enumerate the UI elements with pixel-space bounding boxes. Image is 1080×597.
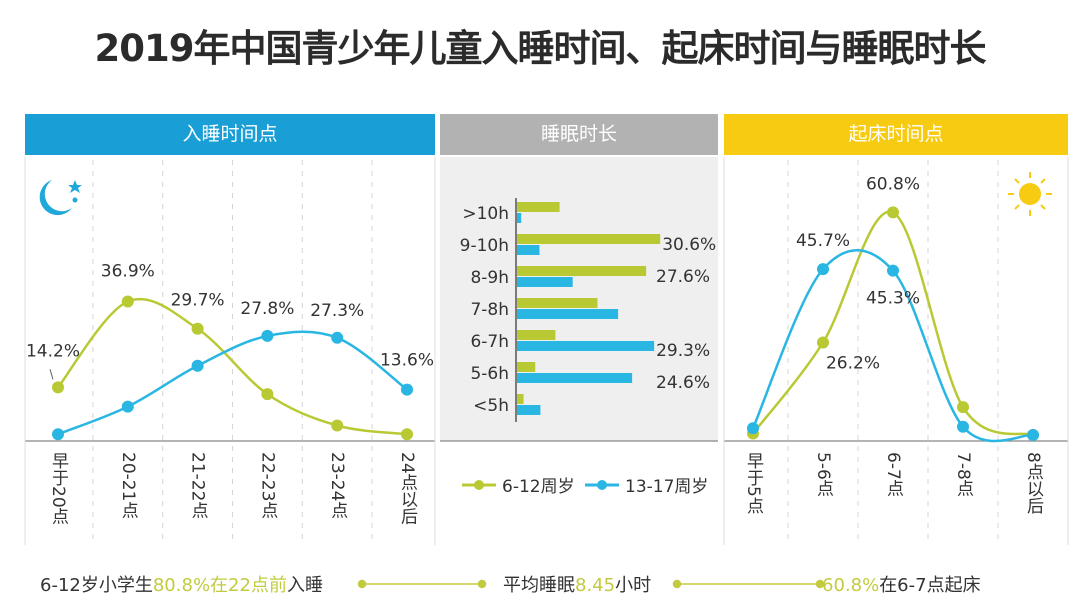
bar-6-12: [517, 362, 536, 372]
bar-13-17: [517, 277, 573, 287]
x-tick-label: 早于5点: [743, 452, 763, 514]
legend-label: 13-17周岁: [625, 477, 709, 497]
y-tick-label: <5h: [473, 396, 509, 416]
data-label: 24.6%: [656, 373, 710, 393]
data-point: [121, 295, 134, 308]
panel-header-wake-time: 起床时间点: [724, 114, 1068, 155]
footer-text: 6-12岁小学生: [40, 575, 153, 596]
x-tick-label: 早于20点: [48, 452, 68, 525]
data-label: 29.7%: [171, 291, 225, 311]
data-point: [887, 206, 899, 219]
series-line-13-17: [751, 248, 1034, 443]
y-tick-label: 5-6h: [470, 364, 509, 384]
footer-text: 小时: [615, 575, 652, 596]
data-point: [817, 336, 829, 349]
data-point: [191, 322, 204, 335]
y-tick-label: >10h: [462, 204, 509, 224]
x-tick-label: 7-8点: [953, 452, 973, 497]
x-tick-label: 22-23点: [257, 452, 278, 519]
y-tick-label: 7-8h: [470, 300, 509, 320]
data-label: 30.6%: [662, 235, 716, 255]
data-label: 26.2%: [826, 353, 880, 373]
x-tick-label: 24点以后: [397, 452, 417, 525]
legend-item-6-12: 6-12周岁: [462, 472, 575, 497]
data-point: [52, 381, 64, 394]
data-label: 29.3%: [656, 341, 710, 361]
data-point: [121, 400, 134, 413]
data-point: [191, 359, 204, 372]
x-tick-label: 5-6点: [813, 452, 833, 497]
data-point: [1027, 428, 1039, 441]
data-label: 36.9%: [101, 262, 155, 282]
data-point: [401, 428, 413, 441]
footer-highlight: 60.8%: [822, 575, 880, 596]
footer-connectors: [357, 579, 825, 589]
bar-6-12: [517, 234, 661, 244]
data-point: [331, 419, 344, 432]
bar-13-17: [517, 309, 619, 319]
x-tick-label: 6-7点: [883, 452, 903, 497]
bar-13-17: [517, 405, 541, 415]
data-point: [401, 383, 413, 396]
legend-label: 6-12周岁: [502, 477, 575, 497]
data-point: [52, 428, 64, 441]
footer-summary-duration: 平均睡眠8.45小时: [503, 571, 651, 597]
y-tick-label: 8-9h: [470, 268, 509, 288]
footer-text: 入睡: [286, 575, 323, 596]
bar-13-17: [517, 373, 633, 383]
bar-13-17: [517, 341, 655, 351]
x-tick-label: 21-22点: [187, 452, 208, 519]
data-label: 13.6%: [380, 351, 434, 371]
legend-item-13-17: 13-17周岁: [585, 472, 708, 497]
bar-13-17: [517, 245, 540, 255]
connector-dot: [815, 579, 825, 589]
data-label: 45.7%: [796, 231, 850, 251]
footer-summary-wake: 60.8%在6-7点起床: [822, 571, 981, 597]
data-label: 60.8%: [866, 174, 920, 194]
data-point: [331, 331, 344, 344]
panel-header-sleep-time: 入睡时间点: [25, 114, 435, 155]
data-point: [261, 329, 274, 342]
footer-summary-sleep: 6-12岁小学生80.8%在22点前入睡: [40, 571, 323, 597]
leader-line: [49, 369, 54, 380]
data-label: 27.3%: [310, 301, 364, 321]
data-point: [957, 401, 969, 414]
footer-highlight: 8.45: [575, 575, 616, 596]
data-label: 45.3%: [866, 289, 920, 309]
data-point: [747, 422, 759, 435]
data-point: [957, 420, 969, 433]
data-point: [817, 263, 829, 276]
x-tick-label: 23-24点: [327, 452, 348, 519]
moon-stars-icon: [39, 180, 82, 216]
y-tick-label: 9-10h: [460, 236, 509, 256]
y-tick-label: 6-7h: [470, 332, 509, 352]
bar-6-12: [517, 330, 556, 340]
legend-swatch-green: [462, 479, 496, 490]
data-label: 27.8%: [240, 299, 294, 319]
footer-text: 在6-7点起床: [879, 575, 981, 596]
panel-header-sleep-duration: 睡眠时长: [440, 114, 718, 155]
data-point: [261, 388, 274, 401]
connector-dot: [357, 579, 367, 589]
page-title: 2019年中国青少年儿童入睡时间、起床时间与睡眠时长: [94, 27, 987, 70]
connector-dot: [477, 579, 487, 589]
bar-6-12: [517, 266, 647, 276]
data-label: 27.6%: [656, 267, 710, 287]
footer-text: 平均睡眠: [503, 575, 575, 596]
bar-6-12: [517, 394, 524, 404]
bar-6-12: [517, 202, 560, 212]
bar-13-17: [517, 213, 522, 223]
footer-highlight: 80.8%在22点前: [152, 575, 287, 596]
legend-swatch-blue: [585, 479, 619, 490]
sun-icon: [1008, 172, 1052, 216]
connector-dot: [672, 579, 682, 589]
x-tick-label: 20-21点: [117, 452, 138, 519]
bar-6-12: [517, 298, 598, 308]
x-tick-label: 8点以后: [1023, 452, 1043, 514]
data-point: [887, 264, 899, 277]
data-label: 14.2%: [26, 341, 80, 361]
